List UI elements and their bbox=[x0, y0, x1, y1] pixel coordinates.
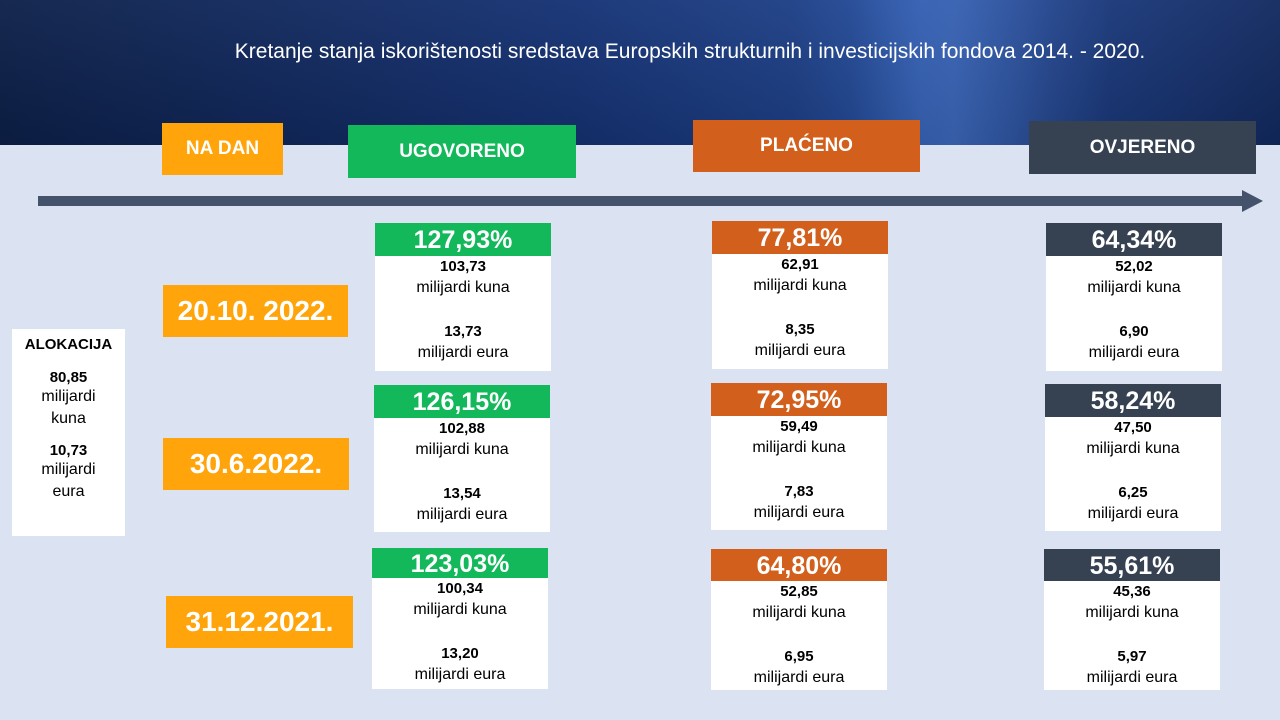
ovjereno-card-row-2: 58,24% 47,50 milijardi kuna 6,25 milijar… bbox=[1045, 384, 1221, 531]
ovjereno-percent: 58,24% bbox=[1045, 384, 1221, 417]
kuna-value: 59,49 bbox=[780, 418, 818, 435]
ugovoreno-percent: 123,03% bbox=[372, 548, 548, 578]
ugovoreno-card-row-3: 123,03% 100,34 milijardi kuna 13,20 mili… bbox=[372, 548, 548, 689]
eura-value: 6,90 bbox=[1119, 323, 1149, 340]
placeno-card-row-2: 72,95% 59,49 milijardi kuna 7,83 milijar… bbox=[711, 383, 887, 530]
placeno-card-row-1: 77,81% 62,91 milijardi kuna 8,35 milijar… bbox=[712, 221, 888, 369]
ovjereno-card-row-1: 64,34% 52,02 milijardi kuna 6,90 milijar… bbox=[1046, 223, 1222, 371]
eura-unit: milijardi eura bbox=[1088, 344, 1180, 361]
eura-unit: milijardi eura bbox=[754, 342, 846, 359]
kuna-value: 52,85 bbox=[780, 583, 818, 600]
eura-unit: milijardi eura bbox=[753, 504, 845, 521]
header-ovjereno: OVJERENO bbox=[1029, 121, 1256, 174]
date-box-row-1: 20.10. 2022. bbox=[163, 285, 348, 337]
ovjereno-percent: 55,61% bbox=[1044, 549, 1220, 581]
kuna-unit: milijardi kuna bbox=[415, 441, 509, 458]
eura-value: 6,25 bbox=[1118, 484, 1148, 501]
allocation-kuna-unit-1: milijardi bbox=[41, 388, 96, 405]
eura-unit: milijardi eura bbox=[753, 669, 845, 686]
ugovoreno-percent: 126,15% bbox=[374, 385, 550, 418]
ugovoreno-card-row-2: 126,15% 102,88 milijardi kuna 13,54 mili… bbox=[374, 385, 550, 532]
placeno-percent: 64,80% bbox=[711, 549, 887, 581]
allocation-kuna-unit-2: kuna bbox=[51, 410, 86, 427]
kuna-value: 100,34 bbox=[437, 580, 483, 597]
title-banner bbox=[0, 0, 1280, 145]
placeno-percent: 72,95% bbox=[711, 383, 887, 416]
kuna-value: 45,36 bbox=[1113, 583, 1151, 600]
kuna-unit: milijardi kuna bbox=[753, 277, 847, 294]
allocation-eura-value: 10,73 bbox=[49, 442, 88, 459]
eura-value: 13,73 bbox=[444, 323, 482, 340]
eura-value: 6,95 bbox=[784, 648, 814, 665]
allocation-eura-unit-1: milijardi bbox=[41, 461, 96, 478]
allocation-kuna-value: 80,85 bbox=[49, 369, 88, 386]
timeline-arrow bbox=[38, 190, 1263, 212]
header-placeno: PLAĆENO bbox=[693, 120, 920, 172]
kuna-unit: milijardi kuna bbox=[1085, 604, 1179, 621]
eura-value: 8,35 bbox=[785, 321, 815, 338]
eura-value: 7,83 bbox=[784, 483, 814, 500]
allocation-box: ALOKACIJA 80,85 milijardi kuna 10,73 mil… bbox=[12, 329, 125, 536]
eura-unit: milijardi eura bbox=[417, 344, 509, 361]
eura-unit: milijardi eura bbox=[414, 666, 506, 683]
ugovoreno-percent: 127,93% bbox=[375, 223, 551, 256]
slide-title: Kretanje stanja iskorištenosti sredstava… bbox=[234, 40, 1146, 63]
kuna-unit: milijardi kuna bbox=[413, 601, 507, 618]
kuna-value: 62,91 bbox=[781, 256, 819, 273]
allocation-eura-unit-2: eura bbox=[52, 483, 85, 500]
ovjereno-card-row-3: 55,61% 45,36 milijardi kuna 5,97 milijar… bbox=[1044, 549, 1220, 690]
ovjereno-percent: 64,34% bbox=[1046, 223, 1222, 256]
kuna-unit: milijardi kuna bbox=[752, 604, 846, 621]
date-box-row-3: 31.12.2021. bbox=[166, 596, 353, 648]
eura-value: 13,20 bbox=[441, 645, 479, 662]
eura-value: 13,54 bbox=[443, 485, 481, 502]
kuna-value: 47,50 bbox=[1114, 419, 1152, 436]
eura-unit: milijardi eura bbox=[416, 506, 508, 523]
kuna-unit: milijardi kuna bbox=[1087, 279, 1181, 296]
placeno-card-row-3: 64,80% 52,85 milijardi kuna 6,95 milijar… bbox=[711, 549, 887, 690]
kuna-unit: milijardi kuna bbox=[1086, 440, 1180, 457]
eura-unit: milijardi eura bbox=[1087, 505, 1179, 522]
eura-unit: milijardi eura bbox=[1086, 669, 1178, 686]
date-box-row-2: 30.6.2022. bbox=[163, 438, 349, 490]
ugovoreno-card-row-1: 127,93% 103,73 milijardi kuna 13,73 mili… bbox=[375, 223, 551, 371]
kuna-value: 103,73 bbox=[440, 258, 486, 275]
placeno-percent: 77,81% bbox=[712, 221, 888, 254]
header-ugovoreno: UGOVORENO bbox=[348, 125, 576, 178]
kuna-unit: milijardi kuna bbox=[416, 279, 510, 296]
kuna-unit: milijardi kuna bbox=[752, 439, 846, 456]
eura-value: 5,97 bbox=[1117, 648, 1147, 665]
allocation-label: ALOKACIJA bbox=[24, 336, 113, 353]
kuna-value: 52,02 bbox=[1115, 258, 1153, 275]
header-na-dan: NA DAN bbox=[162, 123, 283, 175]
kuna-value: 102,88 bbox=[439, 420, 485, 437]
